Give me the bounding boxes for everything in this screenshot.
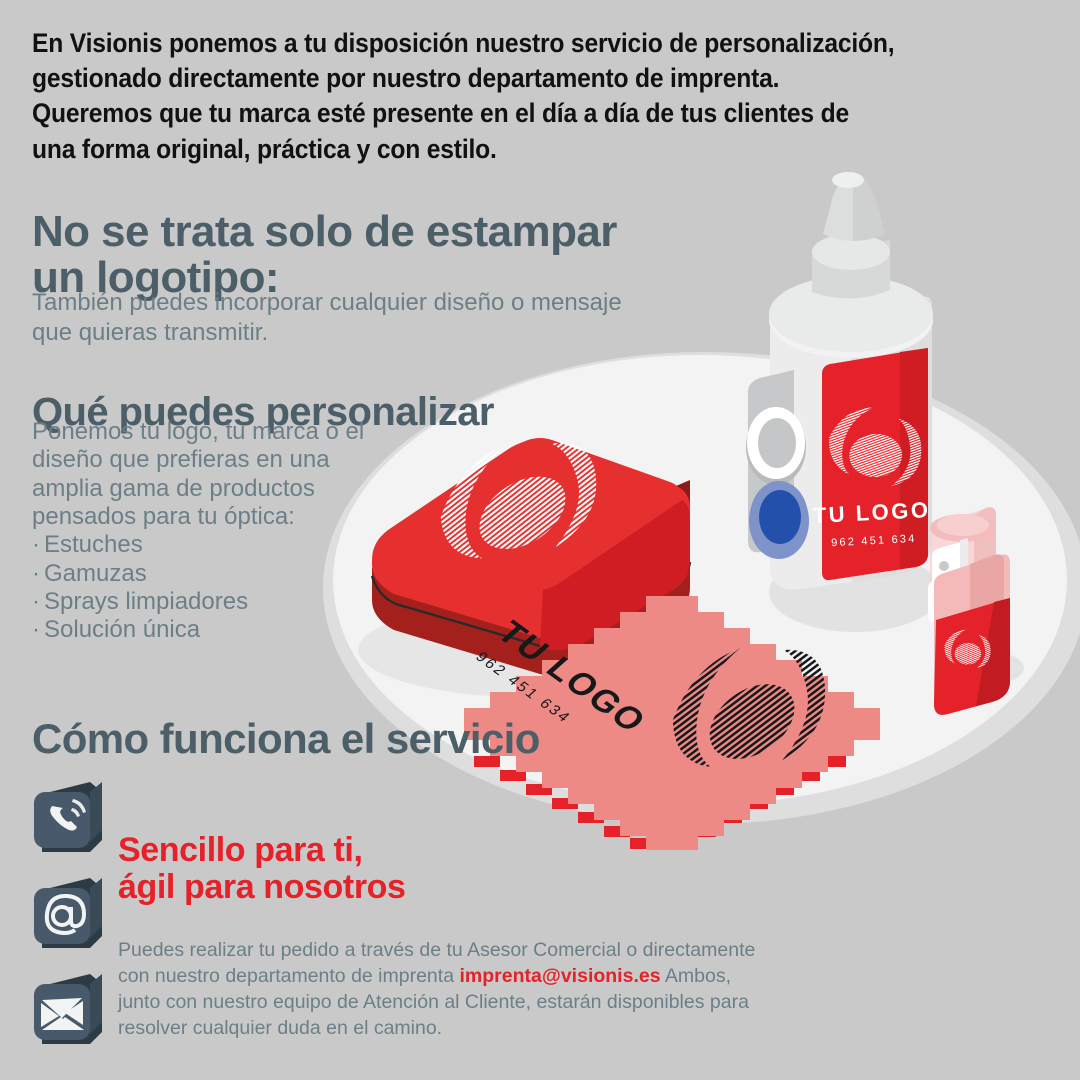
footer-line-3: junto con nuestro equipo de Atención al … — [118, 990, 749, 1013]
claim-line-1: Sencillo para ti, — [118, 831, 363, 869]
footer-line-4: resolver cualquier duda en el camino. — [118, 1016, 443, 1039]
contact-icon-stack — [28, 778, 118, 1066]
footer-line-1: Puedes realizar tu pedido a través de tu… — [118, 939, 756, 961]
claim-text: Sencillo para ti, ágil para nosotros — [118, 832, 538, 905]
envelope-icon — [34, 974, 102, 1044]
intro-paragraph: En Visionis ponemos a tu disposición nue… — [32, 26, 962, 167]
section-body-no-solo-logotipo: También puedes incorporar cualquier dise… — [32, 289, 622, 346]
at-sign-icon — [34, 878, 102, 948]
section-heading-como-funciona: Cómo funciona el servicio — [32, 714, 540, 762]
footer-line-2: con nuestro departamento de imprenta imp… — [118, 964, 908, 990]
phone-icon — [34, 782, 102, 852]
footer-paragraph: Puedes realizar tu pedido a través de tu… — [118, 938, 908, 1042]
footer-line-2-prefix: con nuestro departamento de imprenta — [118, 964, 460, 987]
claim-line-2: ágil para nosotros — [118, 867, 406, 906]
list-item: Gamuzas — [32, 560, 402, 588]
footer-line-2-suffix: Ambos, — [660, 964, 732, 987]
section-body-que-personalizar: Ponemos tu logo, tu marca o el diseño qu… — [32, 418, 402, 645]
section-heading-que-personalizar: Qué puedes personalizar — [32, 390, 495, 435]
personalizar-intro-text: Ponemos tu logo, tu marca o el diseño qu… — [32, 418, 365, 530]
intro-line-3: Queremos que tu marca esté presente en e… — [32, 98, 850, 129]
section-heading-no-solo-logotipo: No se trata solo de estampar un logotipo… — [32, 206, 617, 302]
list-item: Estuches — [32, 531, 402, 559]
list-item: Sprays limpiadores — [32, 588, 402, 616]
list-item: Solución única — [32, 616, 402, 644]
imprenta-email-link[interactable]: imprenta@visionis.es — [459, 964, 661, 987]
intro-line-4: una forma original, práctica y con estil… — [32, 133, 497, 164]
intro-line-2: gestionado directamente por nuestro depa… — [32, 63, 780, 94]
product-bullet-list: Estuches Gamuzas Sprays limpiadores Solu… — [32, 531, 402, 644]
intro-line-1: En Visionis ponemos a tu disposición nue… — [32, 28, 895, 58]
